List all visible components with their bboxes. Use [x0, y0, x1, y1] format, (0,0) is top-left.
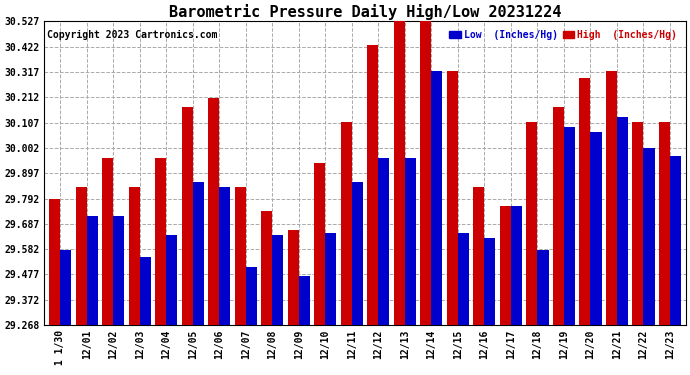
Bar [632, 122, 643, 325]
Bar [431, 71, 442, 325]
Bar [659, 122, 670, 325]
Bar [166, 235, 177, 325]
Bar [367, 45, 378, 325]
Bar [670, 156, 681, 325]
Bar [352, 182, 363, 325]
Bar [564, 127, 575, 325]
Bar [139, 257, 151, 325]
Bar [155, 158, 166, 325]
Bar [394, 21, 405, 325]
Bar [580, 78, 591, 325]
Bar [341, 122, 352, 325]
Bar [49, 199, 60, 325]
Bar [208, 98, 219, 325]
Bar [526, 122, 538, 325]
Bar [76, 187, 87, 325]
Bar [538, 250, 549, 325]
Bar [405, 158, 416, 325]
Bar [314, 163, 325, 325]
Bar [219, 187, 230, 325]
Bar [606, 71, 617, 325]
Bar [181, 107, 193, 325]
Bar [299, 276, 310, 325]
Legend: Low  (Inches/Hg), High  (Inches/Hg): Low (Inches/Hg), High (Inches/Hg) [445, 26, 681, 44]
Bar [288, 230, 299, 325]
Bar [60, 250, 71, 325]
Bar [246, 267, 257, 325]
Bar [193, 182, 204, 325]
Bar [511, 206, 522, 325]
Bar [261, 211, 273, 325]
Bar [500, 206, 511, 325]
Bar [446, 71, 458, 325]
Bar [484, 238, 495, 325]
Bar [378, 158, 389, 325]
Bar [273, 235, 284, 325]
Bar [458, 233, 469, 325]
Bar [87, 216, 98, 325]
Title: Barometric Pressure Daily High/Low 20231224: Barometric Pressure Daily High/Low 20231… [169, 4, 561, 20]
Text: Copyright 2023 Cartronics.com: Copyright 2023 Cartronics.com [48, 30, 218, 40]
Bar [643, 148, 655, 325]
Bar [235, 187, 246, 325]
Bar [102, 158, 113, 325]
Bar [553, 107, 564, 325]
Bar [617, 117, 628, 325]
Bar [591, 132, 602, 325]
Bar [420, 21, 431, 325]
Bar [113, 216, 124, 325]
Bar [325, 233, 337, 325]
Bar [473, 187, 484, 325]
Bar [128, 187, 139, 325]
